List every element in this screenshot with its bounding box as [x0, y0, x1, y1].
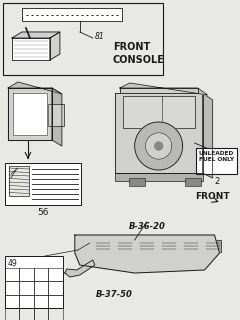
Bar — [183, 240, 198, 252]
Text: 2: 2 — [214, 177, 219, 186]
Text: FRONT
CONSOLE: FRONT CONSOLE — [113, 42, 165, 65]
Bar — [95, 240, 111, 252]
Bar — [34, 268, 48, 281]
Polygon shape — [155, 142, 163, 150]
Bar — [48, 104, 64, 126]
Polygon shape — [13, 93, 47, 135]
Bar — [9, 166, 29, 196]
Polygon shape — [203, 93, 213, 178]
Text: FRONT: FRONT — [196, 192, 230, 201]
Polygon shape — [12, 32, 60, 38]
Bar — [48, 268, 63, 281]
Text: 81: 81 — [95, 31, 105, 41]
Polygon shape — [65, 260, 95, 277]
Bar — [5, 268, 19, 281]
Bar — [19, 268, 34, 281]
Text: UNLEADED
FUEL ONLY: UNLEADED FUEL ONLY — [199, 151, 234, 162]
Bar — [19, 281, 34, 295]
Bar — [5, 163, 81, 205]
Bar — [5, 308, 19, 320]
Text: B-36-20: B-36-20 — [129, 222, 166, 231]
Text: 56: 56 — [37, 208, 49, 217]
Bar — [22, 8, 122, 21]
Bar — [5, 256, 63, 308]
Polygon shape — [12, 38, 50, 60]
Bar — [185, 178, 201, 186]
Polygon shape — [8, 88, 52, 140]
Bar — [3, 3, 163, 75]
Bar — [161, 240, 177, 252]
Bar — [16, 35, 28, 41]
Bar — [34, 295, 48, 308]
Bar — [34, 308, 48, 320]
Polygon shape — [8, 82, 62, 94]
Bar — [34, 281, 48, 295]
Polygon shape — [145, 133, 172, 159]
Text: 49: 49 — [8, 259, 18, 268]
Polygon shape — [120, 88, 198, 93]
Bar — [129, 178, 145, 186]
Polygon shape — [75, 235, 220, 273]
Bar — [117, 240, 133, 252]
Bar — [204, 240, 221, 252]
Bar — [196, 148, 237, 174]
Polygon shape — [50, 32, 60, 60]
Polygon shape — [120, 83, 208, 95]
Bar — [48, 281, 63, 295]
Text: B-37-50: B-37-50 — [96, 290, 133, 299]
Bar — [139, 240, 155, 252]
Bar — [5, 281, 19, 295]
Bar — [5, 295, 19, 308]
Polygon shape — [52, 88, 62, 146]
Bar — [123, 96, 195, 128]
Bar — [48, 308, 63, 320]
Polygon shape — [115, 93, 203, 173]
Bar — [115, 173, 203, 181]
Polygon shape — [135, 122, 183, 170]
Bar — [48, 295, 63, 308]
Bar — [19, 295, 34, 308]
Bar — [19, 308, 34, 320]
